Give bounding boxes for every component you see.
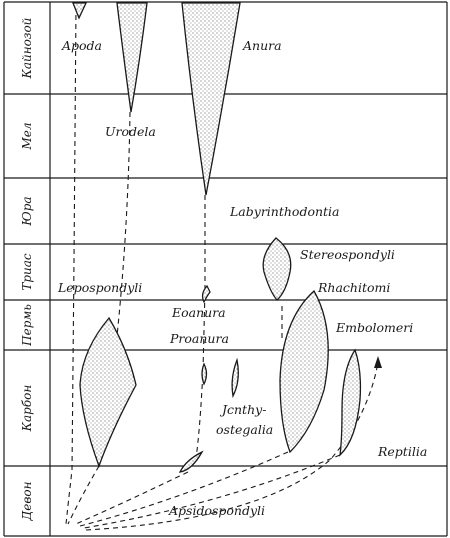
lineage-rhachitomi-root	[79, 451, 289, 527]
taxon-label-labyrinthodontia: Labyrinthodontia	[229, 204, 340, 219]
taxon-label-eoanura: Eoanura	[171, 305, 226, 320]
lineage-apoda	[65, 5, 77, 525]
taxon-label-apsidospondyli: Apsidospondyli	[168, 503, 265, 518]
period-labels: Кайнозой Мел Юра Триас Пермь Карбон Дево…	[20, 18, 34, 522]
lineage-ichthyostegalia-root	[75, 471, 189, 525]
clade-embolomeri	[339, 348, 362, 457]
clade-proanura	[201, 362, 208, 386]
period-label-devonian: Девон	[20, 481, 34, 521]
taxon-label-ichthyostegalia-line2: ostegalia	[216, 422, 273, 437]
period-label-jurassic: Юра	[20, 196, 34, 226]
clade-ichthyostegalia-lower	[178, 450, 204, 473]
taxon-label-rhachitomi: Rhachitomi	[317, 280, 390, 295]
clade-urodela	[116, 2, 148, 113]
clade-rhachitomi	[279, 289, 329, 454]
taxon-label-lepospondyli: Lepospondyli	[57, 280, 142, 295]
period-label-triassic: Триас	[20, 253, 34, 291]
period-label-carboniferous: Карбон	[20, 385, 34, 433]
clade-shapes	[72, 2, 362, 473]
clade-ichthyostegalia-upper	[231, 357, 239, 399]
taxon-labels: Apoda Anura Urodela Labyrinthodontia Ste…	[57, 38, 427, 518]
taxon-label-reptilia: Reptilia	[377, 444, 427, 459]
reptilia-arrow-icon	[374, 356, 382, 368]
clade-anura	[181, 2, 241, 196]
period-label-cretaceous: Мел	[20, 122, 34, 150]
clade-lepospondyli	[79, 316, 137, 468]
clade-eoanura	[201, 284, 211, 304]
taxon-label-apoda: Apoda	[61, 38, 102, 53]
timescale-grid	[3, 1, 448, 537]
taxon-label-urodela: Urodela	[105, 124, 156, 139]
taxon-label-proanura: Proanura	[169, 331, 229, 346]
taxon-label-anura: Anura	[242, 38, 282, 53]
taxon-label-stereospondyli: Stereospondyli	[300, 247, 395, 262]
period-label-permian: Пермь	[20, 304, 34, 347]
period-label-cenozoic: Кайнозой	[20, 18, 34, 80]
taxon-label-ichthyostegalia-line1: Jcnthy-	[219, 402, 266, 417]
clade-apoda	[72, 2, 88, 20]
taxon-label-embolomeri: Embolomeri	[335, 320, 413, 335]
clade-stereospondyli	[262, 237, 292, 301]
lineage-anura	[195, 195, 206, 459]
